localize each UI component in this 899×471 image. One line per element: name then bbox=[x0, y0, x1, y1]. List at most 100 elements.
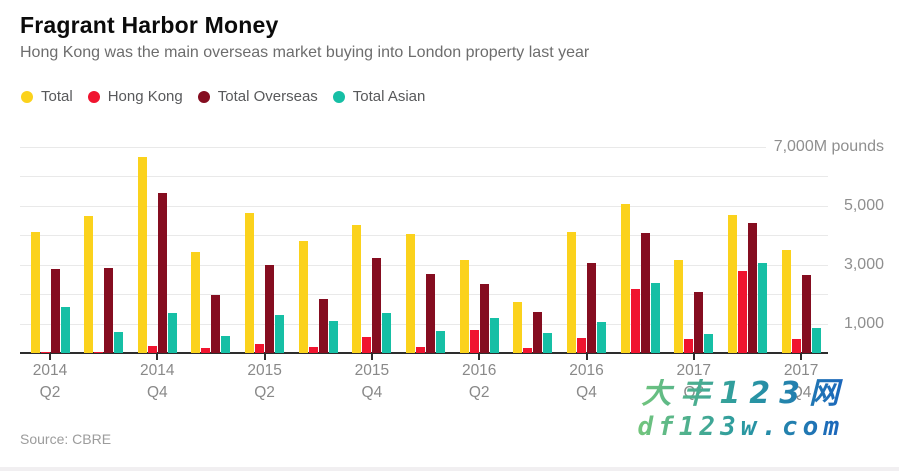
x-axis-tick-2016-q4 bbox=[585, 353, 588, 360]
bar-total-asian-2014-q4 bbox=[167, 313, 177, 353]
bar-total-overseas-2014-q4 bbox=[157, 193, 167, 353]
x-axis-label-2017-q2: 2017 Q2 bbox=[677, 360, 711, 405]
bar-total-2016-q2 bbox=[459, 260, 469, 353]
bar-total-overseas-2015-q3 bbox=[318, 299, 328, 353]
bar-total-overseas-2017-q2 bbox=[694, 291, 704, 353]
bar-hong-kong-2015-q2 bbox=[255, 344, 265, 353]
x-axis-label-year: 2017 bbox=[783, 362, 819, 379]
x-axis-tick-2016-q2 bbox=[478, 353, 481, 360]
bar-total-overseas-2015-q1 bbox=[211, 295, 221, 353]
bar-total-overseas-2015-q2 bbox=[265, 265, 275, 353]
bar-group-2014-q3 bbox=[84, 147, 124, 353]
x-axis-labels: 2014 Q2 2014 Q4 2015 Q2 2015 Q4 2016 Q2 2016 Q4 2017… bbox=[20, 360, 828, 404]
bar-total-asian-2016-q1 bbox=[436, 330, 446, 353]
bar-total-2017-q3 bbox=[727, 214, 737, 353]
bar-total-2016-q4 bbox=[567, 232, 576, 353]
gridline-1000 bbox=[20, 323, 828, 325]
y-axis-labels: 7,000M pounds 5,000 3,000 1,000 bbox=[774, 138, 890, 353]
x-axis-label-year: 2014 bbox=[140, 362, 175, 379]
bar-hong-kong-2017-q3 bbox=[737, 271, 747, 353]
x-axis-label-quarter: Q2 bbox=[468, 384, 490, 402]
x-axis-label-year: 2016 bbox=[569, 362, 604, 379]
watermark-line2: df123w.com bbox=[637, 412, 844, 442]
bar-total-2015-q1 bbox=[191, 252, 201, 353]
bar-group-2014-q4 bbox=[137, 147, 177, 353]
bar-total-2017-q2 bbox=[674, 260, 684, 353]
bar-hong-kong-2015-q4 bbox=[362, 337, 372, 353]
bar-total-overseas-2016-q3 bbox=[533, 312, 543, 353]
bar-total-asian-2015-q2 bbox=[275, 315, 285, 353]
x-axis-label-2016-q4: 2016 Q4 bbox=[569, 360, 603, 405]
legend-dot-icon-total-overseas bbox=[197, 90, 210, 103]
gridline-7000 bbox=[20, 147, 766, 148]
x-axis-label-2017-q4: 2017 Q4 bbox=[784, 360, 818, 405]
bar-total-overseas-2017-q1 bbox=[640, 232, 650, 353]
watermark-line1: 大丰123网 bbox=[637, 379, 848, 409]
legend-item-total-asian: Total Asian bbox=[332, 88, 425, 105]
bar-total-2016-q3 bbox=[513, 301, 523, 353]
x-axis-label-2014-q4: 2014 Q4 bbox=[140, 360, 174, 405]
watermark: 大丰123网 df123w.com bbox=[637, 379, 839, 441]
x-axis-label-2015-q4: 2015 Q4 bbox=[355, 360, 389, 405]
bar-total-asian-2015-q3 bbox=[328, 321, 338, 353]
bar-total-asian-2017-q3 bbox=[757, 263, 767, 353]
bar-total-2014-q2 bbox=[30, 232, 40, 353]
x-axis-label-year: 2017 bbox=[676, 362, 712, 379]
bar-total-2015-q4 bbox=[352, 225, 362, 353]
bar-total-overseas-2014-q2 bbox=[50, 268, 60, 353]
bar-group-2015-q3 bbox=[298, 147, 338, 353]
x-axis-line bbox=[20, 352, 828, 354]
legend-label-total: Total bbox=[41, 88, 73, 105]
bar-total-asian-2017-q1 bbox=[650, 282, 660, 353]
bar-group-2017-q4 bbox=[781, 147, 821, 353]
bar-hong-kong-2016-q1 bbox=[416, 346, 426, 353]
legend: Total Hong Kong Total Overseas Total Asian bbox=[21, 88, 425, 105]
gridline-5000 bbox=[20, 205, 828, 207]
legend-label-total-overseas: Total Overseas bbox=[217, 88, 318, 105]
x-axis-tick-2015-q2 bbox=[263, 353, 266, 360]
bar-hong-kong-2017-q4 bbox=[791, 339, 801, 353]
x-axis-label-2015-q2: 2015 Q2 bbox=[247, 360, 281, 405]
source-note: Source: CBRE bbox=[20, 431, 112, 447]
bar-total-2015-q2 bbox=[245, 213, 255, 353]
bar-total-2017-q4 bbox=[781, 250, 791, 353]
bar-group-2017-q1 bbox=[620, 147, 660, 353]
bar-total-asian-2014-q3 bbox=[114, 331, 124, 353]
bar-total-2017-q1 bbox=[620, 204, 630, 353]
legend-item-total: Total bbox=[21, 88, 73, 105]
bar-hong-kong-2017-q1 bbox=[630, 289, 640, 353]
bar-hong-kong-2014-q4 bbox=[147, 345, 157, 353]
bar-group-2016-q3 bbox=[513, 147, 553, 353]
legend-item-hong-kong: Hong Kong bbox=[87, 88, 183, 105]
bar-hong-kong-2014-q3 bbox=[94, 351, 104, 353]
bar-group-2015-q4 bbox=[352, 147, 392, 353]
x-axis-label-year: 2014 bbox=[32, 362, 68, 379]
bar-total-overseas-2016-q2 bbox=[479, 283, 489, 353]
x-axis-label-quarter: Q4 bbox=[361, 384, 383, 402]
legend-label-hong-kong: Hong Kong bbox=[107, 88, 183, 105]
bar-total-asian-2014-q2 bbox=[60, 307, 70, 353]
bar-group-2016-q2 bbox=[459, 147, 499, 353]
x-axis-tick-2014-q4 bbox=[156, 353, 159, 360]
bar-total-overseas-2017-q3 bbox=[747, 223, 757, 353]
bar-hong-kong-2015-q1 bbox=[201, 348, 211, 353]
x-axis-label-quarter: Q4 bbox=[146, 384, 168, 402]
x-axis-label-year: 2016 bbox=[461, 362, 497, 379]
bar-total-asian-2015-q4 bbox=[382, 312, 392, 353]
x-axis-label-quarter: Q4 bbox=[576, 384, 597, 402]
y-axis-label-1000: 1,000 bbox=[843, 314, 884, 332]
bar-total-2014-q3 bbox=[84, 216, 94, 353]
bar-total-2015-q3 bbox=[298, 241, 308, 353]
bar-total-asian-2017-q4 bbox=[811, 328, 821, 353]
x-axis-tick-2017-q2 bbox=[692, 353, 695, 360]
x-axis-tick-2015-q4 bbox=[370, 353, 373, 360]
gridline-6000 bbox=[20, 176, 828, 178]
legend-dot-icon-total bbox=[21, 90, 33, 103]
bar-total-overseas-2015-q4 bbox=[372, 257, 382, 353]
x-axis-label-quarter: Q2 bbox=[677, 382, 711, 404]
bar-group-2014-q2 bbox=[30, 147, 70, 353]
y-axis-label-3000: 3,000 bbox=[843, 255, 884, 273]
bar-group-2017-q3 bbox=[727, 147, 767, 353]
legend-dot-icon-hong-kong bbox=[87, 90, 100, 103]
x-axis-label-quarter: Q2 bbox=[254, 384, 275, 402]
